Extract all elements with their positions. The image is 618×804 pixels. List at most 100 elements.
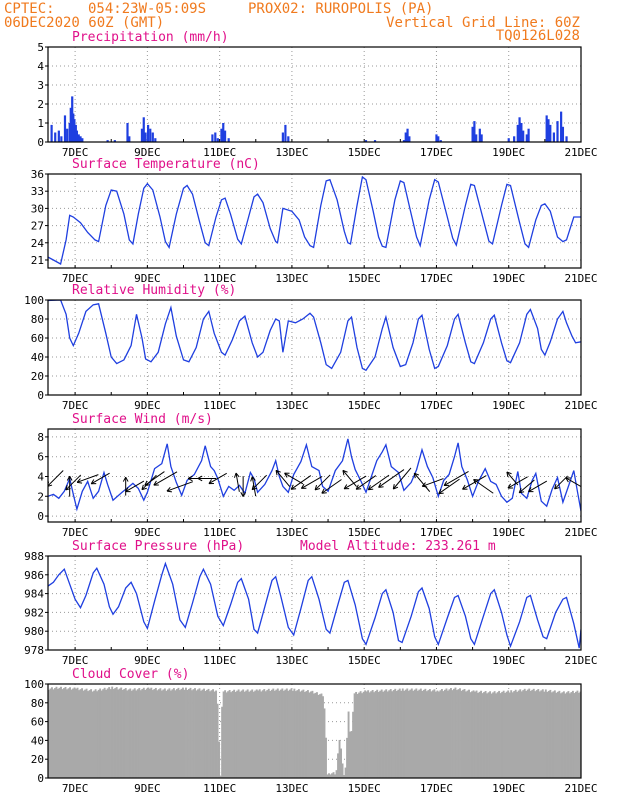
x-tick-label: 17DEC (420, 272, 453, 285)
precip-bar (565, 136, 567, 142)
wind-arrow-shaft (555, 476, 568, 489)
precip-bar (513, 136, 515, 142)
y-tick-label: 20 (31, 753, 44, 766)
x-tick-label: 13DEC (275, 782, 308, 795)
plot-area (47, 439, 582, 511)
x-tick-label: 17DEC (420, 146, 453, 159)
y-tick-label: 0 (37, 772, 44, 785)
x-tick-label: 15DEC (348, 782, 381, 795)
y-tick-label: 100 (24, 294, 44, 307)
x-tick-label: 19DEC (492, 654, 525, 667)
x-tick-label: 13DEC (275, 272, 308, 285)
y-tick-label: 40 (31, 351, 44, 364)
x-tick-label: 21DEC (564, 526, 597, 539)
x-tick-label: 17DEC (420, 782, 453, 795)
precip-bar (408, 136, 410, 142)
y-tick-label: 3 (37, 79, 44, 92)
precip-bar (481, 134, 483, 142)
x-tick-label: 13DEC (275, 654, 308, 667)
x-tick-label: 17DEC (420, 654, 453, 667)
x-tick-label: 15DEC (348, 526, 381, 539)
wind-arrow-head (251, 477, 253, 482)
wind-arrow-head (356, 489, 361, 490)
panel-press: Surface Pressure (hPa)Model Altitude: 23… (24, 539, 597, 667)
x-tick-label: 13DEC (275, 526, 308, 539)
wind-arrow-head (234, 473, 236, 478)
x-tick-label: 15DEC (348, 654, 381, 667)
y-tick-label: 4 (37, 60, 44, 73)
x-tick-label: 7DEC (62, 654, 89, 667)
series-line-rh (48, 300, 581, 370)
x-tick-label: 21DEC (564, 782, 597, 795)
x-tick-label: 19DEC (492, 272, 525, 285)
y-tick-label: 30 (31, 202, 44, 215)
x-tick-label: 9DEC (134, 399, 161, 412)
x-tick-label: 7DEC (62, 782, 89, 795)
y-tick-label: 80 (31, 313, 44, 326)
wind-arrow-head (291, 489, 296, 490)
wind-arrow-head (167, 491, 172, 492)
y-tick-label: 4 (37, 470, 44, 483)
x-tick-label: 21DEC (564, 399, 597, 412)
series-line-wind (48, 439, 581, 511)
precip-bar (149, 129, 151, 142)
wind-arrow (444, 471, 468, 485)
precip-bar (282, 133, 284, 143)
wind-arrow-head (422, 486, 427, 487)
x-tick-label: 7DEC (62, 526, 89, 539)
y-tick-label: 2 (37, 490, 44, 503)
x-tick-label: 15DEC (348, 399, 381, 412)
x-tick-label: 9DEC (134, 654, 161, 667)
panel-frame (48, 429, 581, 522)
precip-bar (556, 121, 558, 142)
precip-bar (214, 133, 216, 143)
wind-arrow-shaft (508, 477, 528, 488)
precip-bar (475, 134, 477, 142)
wind-arrow-shaft (519, 480, 534, 493)
wind-arrow-shaft (291, 476, 311, 490)
series-line-press (48, 564, 581, 649)
wind-arrow (291, 476, 311, 490)
wind-arrow (198, 476, 216, 481)
x-tick-label: 13DEC (275, 399, 308, 412)
wind-arrow-head (368, 489, 373, 490)
x-tick-label: 7DEC (62, 399, 89, 412)
wind-arrow (154, 472, 177, 485)
x-tick-label: 13DEC (275, 146, 308, 159)
x-tick-label: 11DEC (203, 399, 236, 412)
wind-arrow-head (145, 485, 150, 486)
y-tick-label: 80 (31, 697, 44, 710)
x-tick-label: 21DEC (564, 146, 597, 159)
precip-bar (128, 136, 130, 142)
x-tick-label: 11DEC (203, 526, 236, 539)
wind-arrow (315, 475, 330, 490)
plot-area (48, 687, 581, 778)
panel-frame (48, 300, 581, 395)
precip-bar (284, 125, 286, 142)
x-tick-label: 21DEC (564, 654, 597, 667)
y-tick-label: 27 (31, 220, 44, 233)
wind-arrow-shaft (444, 471, 468, 485)
panel-frame (48, 556, 581, 650)
y-tick-label: 20 (31, 370, 44, 383)
precip-bar (51, 125, 53, 142)
y-tick-label: 8 (37, 431, 44, 444)
y-tick-label: 2 (37, 98, 44, 111)
x-tick-label: 19DEC (492, 526, 525, 539)
wind-arrow-head (77, 482, 82, 483)
y-tick-label: 21 (31, 254, 44, 267)
precip-bar (549, 125, 551, 142)
precip-bar (287, 136, 289, 142)
panel-frame (48, 174, 581, 268)
precip-bar (528, 129, 530, 142)
y-tick-label: 982 (24, 606, 44, 619)
wind-arrow (241, 476, 246, 497)
wind-arrow (343, 470, 357, 486)
y-tick-label: 0 (37, 136, 44, 149)
precip-bar (522, 131, 524, 142)
